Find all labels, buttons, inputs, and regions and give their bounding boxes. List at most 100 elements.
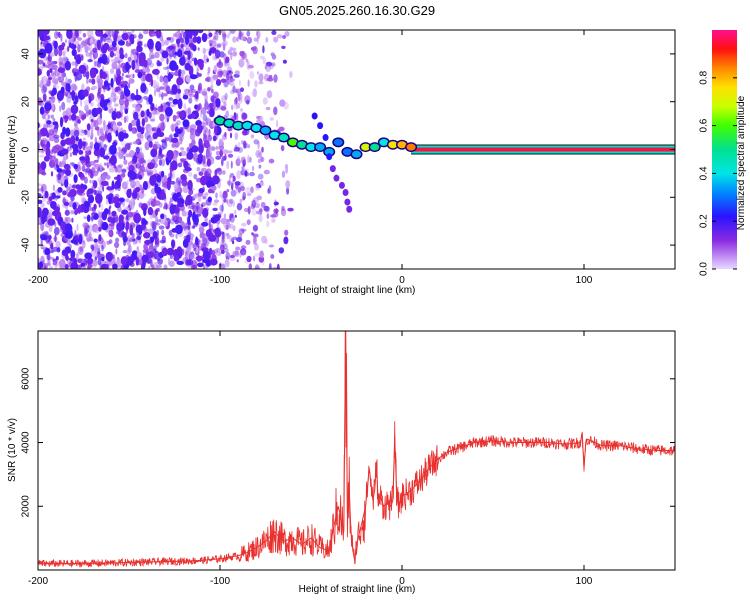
noise-speck	[172, 114, 177, 122]
noise-speck	[160, 170, 165, 178]
noise-speck	[165, 85, 171, 94]
noise-speck	[184, 106, 189, 114]
noise-speck	[79, 128, 85, 137]
signal-blob	[233, 122, 243, 130]
noise-speck	[74, 95, 79, 103]
noise-speck	[98, 245, 101, 249]
noise-speck	[180, 150, 187, 157]
noise-speck	[246, 255, 252, 263]
noise-speck	[116, 164, 123, 174]
noise-speck	[258, 73, 264, 82]
noise-speck	[234, 70, 240, 75]
noise-speck	[222, 248, 229, 253]
noise-speck	[81, 240, 86, 249]
signal-blob	[361, 143, 371, 151]
noise-speck	[42, 83, 48, 93]
noise-speck	[119, 53, 125, 60]
noise-speck	[280, 145, 285, 152]
noise-speck	[256, 30, 261, 39]
noise-speck	[38, 80, 44, 84]
noise-speck	[205, 48, 211, 52]
noise-speck	[118, 197, 125, 203]
noise-speck	[169, 204, 176, 215]
noise-speck	[38, 68, 42, 76]
noise-speck	[99, 99, 108, 108]
noise-speck	[124, 88, 131, 97]
noise-speck	[196, 36, 202, 44]
noise-speck	[113, 93, 117, 98]
noise-speck	[81, 203, 85, 211]
noise-speck	[268, 263, 272, 269]
noise-speck	[118, 40, 125, 46]
noise-speck	[101, 173, 107, 182]
noise-speck	[191, 264, 197, 269]
noise-speck	[270, 52, 275, 57]
figure-title: GN05.2025.260.16.30.G29	[279, 3, 435, 18]
noise-speck	[202, 196, 206, 200]
noise-speck	[198, 144, 204, 154]
noise-speck	[38, 183, 42, 187]
noise-speck	[75, 136, 79, 142]
noise-speck	[146, 169, 154, 176]
noise-speck	[66, 107, 72, 116]
noise-speck	[100, 263, 109, 269]
noise-speck	[103, 120, 106, 127]
noise-speck	[92, 227, 97, 234]
noise-speck	[143, 207, 147, 217]
noise-speck	[45, 262, 51, 266]
noise-speck	[114, 60, 118, 68]
noise-speck	[170, 160, 178, 171]
noise-speck	[115, 248, 118, 255]
noise-speck	[38, 199, 43, 204]
noise-speck	[121, 231, 126, 237]
noise-speck	[195, 255, 204, 261]
noise-speck	[238, 58, 245, 68]
noise-speck	[50, 95, 56, 104]
noise-speck	[227, 150, 233, 154]
noise-speck	[252, 199, 256, 208]
noise-speck	[229, 254, 235, 259]
noise-speck	[64, 209, 70, 216]
noise-speck	[153, 222, 161, 226]
noise-speck	[52, 118, 56, 122]
noise-speck	[158, 147, 163, 155]
noise-speck	[70, 83, 77, 92]
noise-speck	[71, 143, 79, 150]
noise-speck	[78, 138, 83, 150]
noise-speck	[85, 233, 91, 243]
noise-speck	[238, 228, 245, 235]
noise-speck	[268, 244, 275, 248]
noise-speck	[148, 228, 154, 235]
noise-speck	[171, 239, 175, 249]
noise-speck	[261, 146, 264, 153]
noise-speck	[168, 49, 175, 58]
noise-speck	[121, 181, 128, 190]
noise-speck	[219, 149, 224, 157]
noise-speck	[53, 227, 60, 236]
noise-speck	[233, 73, 240, 78]
signal-blob	[315, 143, 325, 151]
x-tick-label: -200	[28, 576, 48, 587]
noise-speck	[211, 185, 217, 191]
noise-speck	[95, 193, 103, 204]
noise-speck	[54, 84, 59, 89]
noise-speck	[143, 95, 148, 100]
noise-speck	[169, 200, 172, 207]
noise-speck	[62, 50, 66, 57]
noise-speck	[111, 61, 118, 70]
noise-speck	[173, 183, 179, 189]
noise-speck	[70, 249, 76, 259]
noise-speck	[197, 153, 203, 160]
noise-speck	[78, 234, 83, 245]
noise-speck	[85, 52, 91, 57]
noise-speck	[88, 194, 95, 204]
noise-speck	[82, 239, 86, 244]
noise-speck	[225, 110, 229, 119]
noise-speck	[240, 87, 244, 92]
noise-speck	[284, 164, 288, 169]
noise-speck	[137, 225, 143, 235]
noise-speck	[189, 127, 195, 135]
noise-speck	[126, 214, 129, 220]
noise-speck	[206, 144, 211, 148]
snr-frame	[37, 330, 676, 571]
